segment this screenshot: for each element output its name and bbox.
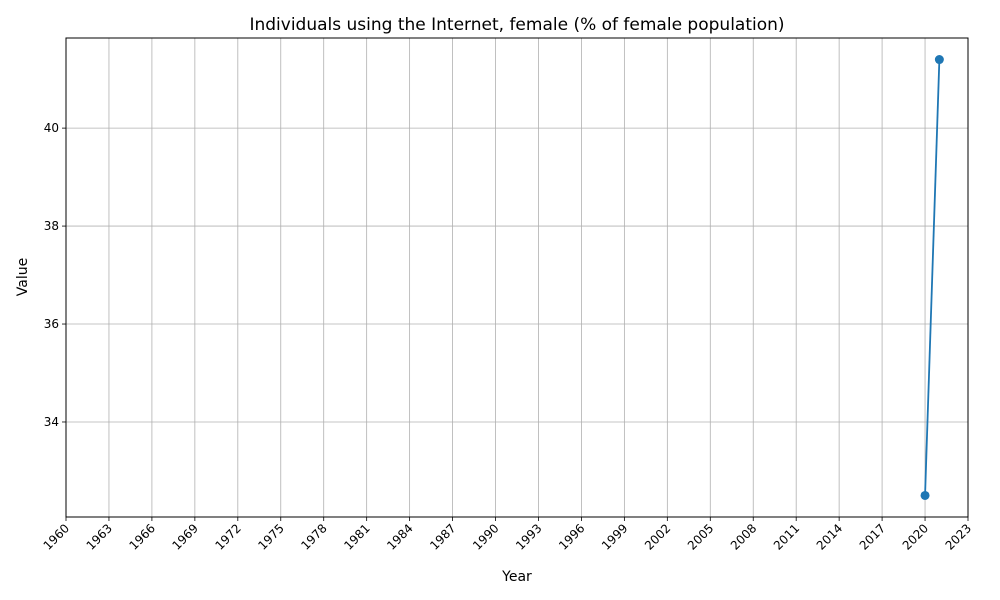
x-axis-label: Year bbox=[501, 569, 532, 585]
x-tick-label: 2014 bbox=[814, 521, 845, 552]
series-layer bbox=[920, 55, 944, 500]
series-line bbox=[924, 59, 941, 496]
plot-area-frame bbox=[65, 37, 969, 518]
x-tick-label: 2020 bbox=[900, 521, 931, 552]
x-axis-ticks: 1960 1963 1966 1969 1972 1975 1978 1981 1984 1987… bbox=[41, 517, 974, 553]
x-tick-label: 2005 bbox=[685, 521, 716, 552]
y-tick-label: 36 bbox=[44, 317, 59, 331]
data-point bbox=[934, 55, 944, 65]
x-tick-label: 2023 bbox=[943, 521, 974, 552]
x-tick-label: 1975 bbox=[255, 521, 286, 552]
x-tick-label: 2011 bbox=[771, 521, 802, 552]
x-tick-label: 1987 bbox=[427, 521, 458, 552]
x-tick-label: 1999 bbox=[599, 521, 630, 552]
x-tick-label: 2017 bbox=[857, 521, 888, 552]
x-tick-label: 1960 bbox=[41, 521, 72, 552]
x-tick-label: 1963 bbox=[84, 521, 115, 552]
x-tick-label: 1996 bbox=[556, 521, 587, 552]
y-tick-label: 34 bbox=[44, 415, 59, 429]
x-tick-label: 1993 bbox=[513, 521, 544, 552]
x-tick-label: 1984 bbox=[384, 521, 415, 552]
grid bbox=[65, 38, 969, 517]
x-tick-label: 1969 bbox=[169, 521, 200, 552]
x-tick-label: 1990 bbox=[470, 521, 501, 552]
chart-title: Individuals using the Internet, female (… bbox=[249, 15, 784, 35]
y-axis-ticks: 34 36 38 40 bbox=[44, 121, 66, 429]
y-tick-label: 40 bbox=[44, 121, 59, 135]
y-tick-label: 38 bbox=[44, 219, 59, 233]
y-axis-label: Value bbox=[15, 258, 31, 296]
x-tick-label: 1981 bbox=[341, 521, 372, 552]
x-tick-label: 1966 bbox=[127, 521, 158, 552]
data-point bbox=[920, 490, 930, 500]
x-tick-label: 1978 bbox=[298, 521, 329, 552]
x-tick-label: 2008 bbox=[728, 521, 759, 552]
x-tick-label: 1972 bbox=[212, 521, 243, 552]
x-tick-label: 2002 bbox=[642, 521, 673, 552]
